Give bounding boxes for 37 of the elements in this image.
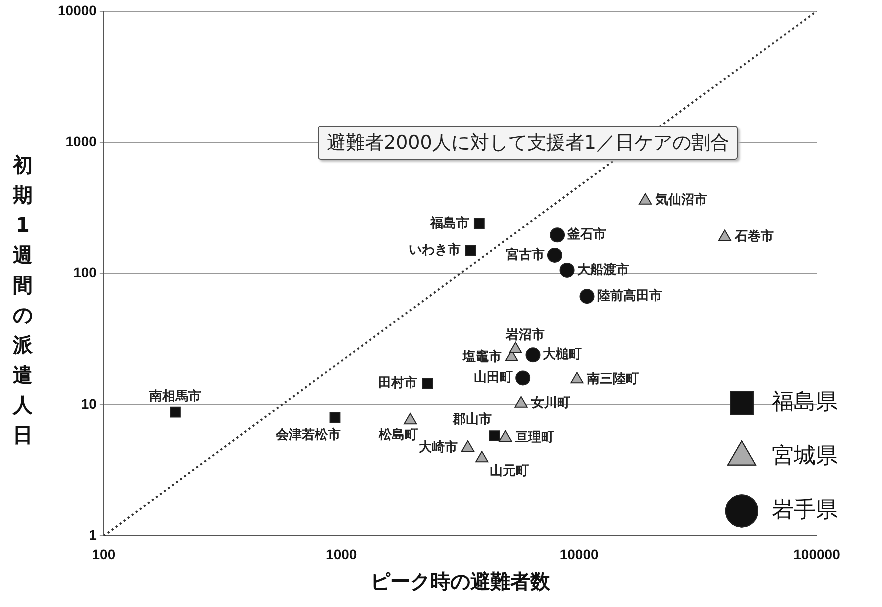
x-axis-title: ピーク時の避難者数 <box>370 570 552 594</box>
annotation: 宮古市 <box>506 246 545 263</box>
x-tick-label: 10000 <box>560 546 599 562</box>
y-tick-label: 1000 <box>66 133 98 150</box>
annotation: 陸前高田市 <box>597 288 662 304</box>
annotation: 山田町 <box>474 370 514 386</box>
annotation: 岩沼市 <box>505 326 546 343</box>
annotation: 石巻市 <box>734 228 774 245</box>
x-tick-label: 100 <box>92 546 116 562</box>
legend-label: 福島県 <box>772 390 838 415</box>
annotation: 避難者2000人に対して支援者1／日ケアの割合 <box>318 126 738 160</box>
y-tick-label: 10 <box>81 396 98 412</box>
annotation: 南三陸町 <box>586 372 640 388</box>
annotation: 松島町 <box>378 427 418 444</box>
annotation: 大崎市 <box>418 439 458 456</box>
text: 初期1週間の派遣人日 <box>13 153 33 447</box>
legend-label: 岩手県 <box>772 498 838 523</box>
annotation: 大槌町 <box>543 347 582 362</box>
legend-label: 宮城県 <box>772 444 838 469</box>
annotation: 塩竈市 <box>462 348 502 365</box>
annotation: 亘理町 <box>514 430 555 446</box>
annotation: 会津若松市 <box>275 427 342 444</box>
annotation: いわき市 <box>408 242 461 258</box>
x-tick-label: 1000 <box>326 546 358 562</box>
annotation: 南相馬市 <box>148 388 202 405</box>
annotation: 女川町 <box>530 396 570 412</box>
annotation: 福島市 <box>429 215 470 232</box>
annotation: 大船渡市 <box>577 262 630 278</box>
annotation: 気仙沼市 <box>654 192 708 208</box>
annotation: 釜石市 <box>566 226 607 243</box>
y-tick-label: 1 <box>89 527 98 544</box>
x-tick-label: 100000 <box>794 546 841 562</box>
y-tick-label: 100 <box>74 264 98 281</box>
annotation: 山元町 <box>490 464 530 480</box>
annotation: 田村市 <box>378 375 418 392</box>
annotation: 郡山市 <box>452 411 492 428</box>
y-tick-label: 10000 <box>58 2 98 18</box>
